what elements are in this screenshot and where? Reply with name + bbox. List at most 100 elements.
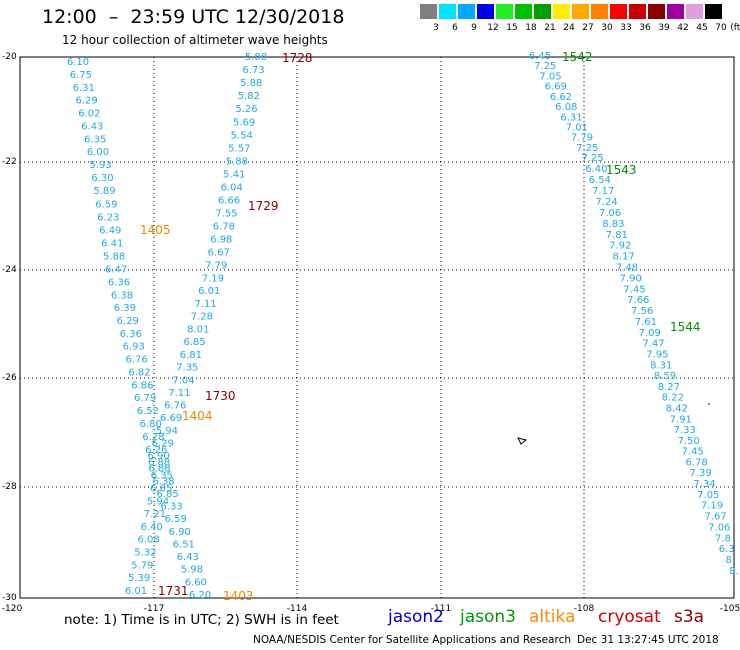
pass-time-label: 1404 <box>182 409 213 423</box>
lat-lon-grid <box>19 56 735 599</box>
pass-time-label: 1542 <box>562 50 593 64</box>
wave-height-value: 7.21 <box>144 509 166 520</box>
scale-swatch <box>458 4 475 19</box>
wave-height-value: 6.39 <box>114 303 136 314</box>
wave-height-value: 7.05 <box>697 490 719 501</box>
pass-time-label: 1730 <box>205 389 236 403</box>
wave-height-value: 7.28 <box>191 312 213 323</box>
scale-swatch <box>629 4 646 19</box>
wave-height-value: 8.17 <box>612 252 634 263</box>
wave-height-value: 5.26 <box>235 104 257 115</box>
wave-height-value: 6.85 <box>156 489 178 500</box>
wave-height-value: 6.90 <box>169 527 191 538</box>
scale-label: 6 <box>452 23 458 33</box>
wave-height-value: 6.29 <box>152 438 174 449</box>
scale-label: 15 <box>506 23 518 33</box>
wave-height-value: 6.35 <box>151 471 173 482</box>
scale-swatch <box>534 4 551 19</box>
wave-height-value: 6.79 <box>134 393 156 404</box>
island-dot <box>708 403 710 405</box>
wave-height-value: 6.67 <box>208 248 230 259</box>
wave-height-value: 7.95 <box>646 349 668 360</box>
wave-height-value: 7.81 <box>606 230 628 241</box>
wave-height-value: 5.98 <box>181 565 203 576</box>
wave-height-value: 7.05 <box>539 71 561 82</box>
wave-height-value: 7.48 <box>616 263 638 274</box>
wave-height-value: 5.88 <box>226 156 248 167</box>
wave-height-value: 6.40 <box>141 522 163 533</box>
wave-height-value: 7.67 <box>704 512 726 523</box>
wave-height-value: 6.23 <box>97 212 119 223</box>
wave-height-value: 6.93 <box>123 342 145 353</box>
scale-swatch <box>420 4 437 19</box>
chart-subtitle: 12 hour collection of altimeter wave hei… <box>62 33 328 47</box>
wave-height-value: 7.35 <box>176 363 198 374</box>
scale-label: 9 <box>471 23 477 33</box>
pass-time-label: 1403 <box>223 589 254 603</box>
wave-height-value: 7.01 <box>566 123 588 134</box>
wave-height-value: 6.43 <box>177 552 199 563</box>
wave-height-value: 8.27 <box>658 382 680 393</box>
wave-height-value: 7.8 <box>715 533 731 544</box>
footer-note: note: 1) Time is in UTC; 2) SWH is in fe… <box>64 612 339 628</box>
scale-label: 33 <box>620 23 632 33</box>
lat-label: -22 <box>2 157 17 167</box>
legend-jason3: jason3 <box>460 607 516 627</box>
wave-height-value: 5.69 <box>233 117 255 128</box>
wave-height-value: 6.00 <box>87 147 109 158</box>
scale-swatch <box>572 4 589 19</box>
wave-height-value: 5.79 <box>131 560 153 571</box>
wave-height-value: 8. <box>729 566 739 577</box>
scale-label: 12 <box>487 23 499 33</box>
scale-swatch <box>591 4 608 19</box>
wave-height-value: 5.94 <box>147 496 169 507</box>
wave-height-value: 6.30 <box>91 173 113 184</box>
wave-height-value: 6.65 <box>150 484 172 495</box>
pass-time-label: 1405 <box>140 223 171 237</box>
chart-title: 12:00 – 23:59 UTC 12/30/2018 <box>42 6 345 28</box>
wave-height-value: 6.52 <box>137 406 159 417</box>
wave-height-value: 6.36 <box>120 329 142 340</box>
map-frame <box>19 56 735 599</box>
lat-label: -30 <box>2 593 17 603</box>
lon-label: -105 <box>720 604 740 614</box>
wave-height-value: 7.06 <box>708 523 730 534</box>
scale-label: 42 <box>677 23 689 33</box>
pass-time-labels: 1728 1729 1730 1731 1405 1404 1403 1542 1543 1544 <box>140 50 701 603</box>
wave-height-value: 6.90 <box>147 451 169 462</box>
wave-height-value: 5.89 <box>93 186 115 197</box>
wave-height-value: 7.45 <box>681 447 703 458</box>
wave-height-value: 8. <box>726 555 736 566</box>
wave-height-value: 6.38 <box>152 476 174 487</box>
wave-height-value: 6.49 <box>99 225 121 236</box>
wave-height-value: 5.41 <box>223 169 245 180</box>
wave-height-value: 7.19 <box>701 501 723 512</box>
legend-s3a: s3a <box>674 607 705 627</box>
wave-height-value: 6.29 <box>117 316 139 327</box>
wave-height-value: 7.17 <box>592 186 614 197</box>
scale-label: 36 <box>639 23 651 33</box>
wave-height-value: 6.80 <box>140 419 162 430</box>
wave-height-value: 6.59 <box>95 199 117 210</box>
wave-height-value: 7.92 <box>609 241 631 252</box>
wave-height-value: 6.82 <box>128 368 150 379</box>
legend-cryosat: cryosat <box>598 607 661 627</box>
wave-height-value: 6.47 <box>105 265 127 276</box>
scale-swatch <box>477 4 494 19</box>
scale-label: 45 <box>696 23 708 33</box>
wave-height-value: 6.35 <box>84 134 106 145</box>
wave-height-value: 8.42 <box>666 404 688 415</box>
wave-height-value: 7.24 <box>595 197 617 208</box>
wave-height-value: 5.88 <box>103 252 125 263</box>
scale-unit: (ft) <box>730 23 740 33</box>
legend-jason2: jason2 <box>388 607 444 627</box>
wave-height-value: 5.82 <box>238 91 260 102</box>
wave-height-value: 6.88 <box>148 464 170 475</box>
wave-height-value: 6.28 <box>142 432 164 443</box>
wave-height-value: 7.06 <box>599 208 621 219</box>
pass-time-label: 1729 <box>248 199 279 213</box>
wave-height-value: 8.83 <box>602 219 624 230</box>
wave-height-value: 6.78 <box>213 222 235 233</box>
wave-height-value: 6.38 <box>111 290 133 301</box>
wave-height-value: 6.75 <box>70 70 92 81</box>
